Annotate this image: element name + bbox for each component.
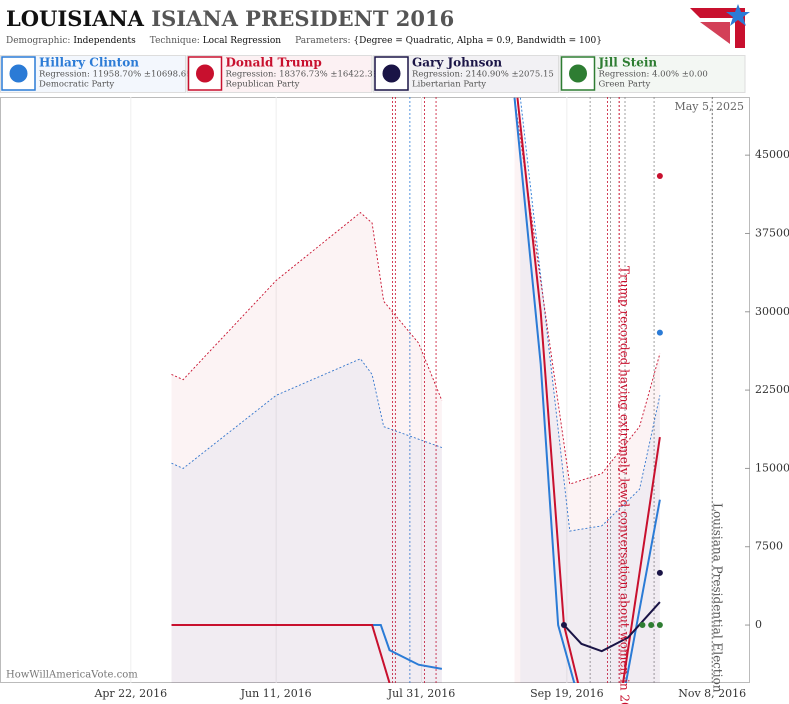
- meta-label: Parameters:: [295, 36, 350, 46]
- meta-item: Demographic: Independents: [6, 36, 136, 46]
- legend-regression: Regression: 2140.90% ±2075.15: [412, 70, 554, 80]
- meta-item: Parameters: {Degree = Quadratic, Alpha =…: [295, 36, 602, 46]
- band-fill: [171, 358, 442, 683]
- legend-party: Libertarian Party: [412, 80, 486, 90]
- legend-regression: Regression: 4.00% ±0.00: [599, 70, 708, 80]
- title-main: LOUISIANA: [6, 6, 145, 31]
- y-tick-label: 22500: [755, 383, 789, 396]
- y-tick-label: 30000: [755, 305, 789, 318]
- annotation: Trump recorded having extremely lewd con…: [618, 266, 632, 704]
- x-tick-label: Nov 8, 2016: [678, 687, 746, 700]
- poll-dot: [656, 329, 663, 336]
- meta-label: Demographic:: [6, 36, 70, 46]
- trend-line: [513, 97, 661, 683]
- poll-dot: [560, 622, 567, 629]
- band-upper: [171, 358, 443, 469]
- legend-name: Jill Stein: [598, 56, 658, 70]
- poll-dot: [656, 569, 663, 576]
- band-fill: [171, 212, 442, 683]
- x-tick-label: Apr 22, 2016: [93, 687, 167, 700]
- y-tick-label: 45000: [755, 148, 789, 161]
- poll-dot: [656, 173, 663, 180]
- legend-icon-glyph: [382, 64, 401, 83]
- meta-value: {Degree = Quadratic, Alpha = 0.9, Bandwi…: [353, 36, 602, 46]
- band-fill: [514, 97, 660, 683]
- meta-value: Independents: [73, 36, 136, 46]
- x-tick-label: Sep 19, 2016: [530, 687, 604, 700]
- band-fill: [520, 97, 660, 683]
- y-tick-label: 7500: [755, 540, 783, 553]
- trend-line: [171, 624, 391, 683]
- y-tick-label: 0: [755, 618, 762, 631]
- legend-icon-glyph: [569, 64, 587, 83]
- legend-regression: Regression: 18376.73% ±16422.39: [226, 70, 379, 80]
- band-upper: [514, 97, 661, 485]
- x-tick-label: Jun 11, 2016: [240, 687, 312, 700]
- meta-item: Technique: Local Regression: [150, 36, 282, 46]
- meta-value: Local Regression: [203, 36, 282, 46]
- legend-name: Donald Trump: [226, 56, 322, 70]
- y-tick-label: 37500: [755, 226, 789, 239]
- legend-name: Hillary Clinton: [39, 56, 139, 70]
- trend-line: [516, 97, 661, 683]
- date-stamp: May 5, 2025: [674, 100, 744, 113]
- legend-party: Republican Party: [226, 80, 300, 90]
- poll-dot: [639, 622, 646, 629]
- trend-line: [563, 601, 661, 653]
- legend-icon-glyph: [196, 64, 214, 83]
- band-upper: [171, 212, 443, 401]
- annotation: Louisiana Presidential Election: [711, 503, 725, 693]
- logo: [690, 4, 750, 48]
- legend-party: Green Party: [599, 80, 651, 90]
- title-suffix: ISIANA PRESIDENT 2016: [151, 6, 454, 31]
- legend-icon-glyph: [9, 64, 28, 83]
- chart-title: LOUISIANA ISIANA PRESIDENT 2016: [6, 6, 454, 31]
- band-upper: [519, 97, 661, 532]
- legend-party: Democratic Party: [39, 80, 114, 90]
- legend-regression: Regression: 11958.70% ±10698.68: [39, 70, 192, 80]
- source: HowWillAmericaVote.com: [6, 670, 138, 681]
- legend-name: Gary Johnson: [412, 56, 502, 70]
- meta-label: Technique:: [150, 36, 200, 46]
- y-tick-label: 15000: [755, 461, 789, 474]
- poll-dot: [648, 622, 655, 629]
- x-tick-label: Jul 31, 2016: [387, 687, 456, 700]
- poll-dot: [656, 622, 663, 629]
